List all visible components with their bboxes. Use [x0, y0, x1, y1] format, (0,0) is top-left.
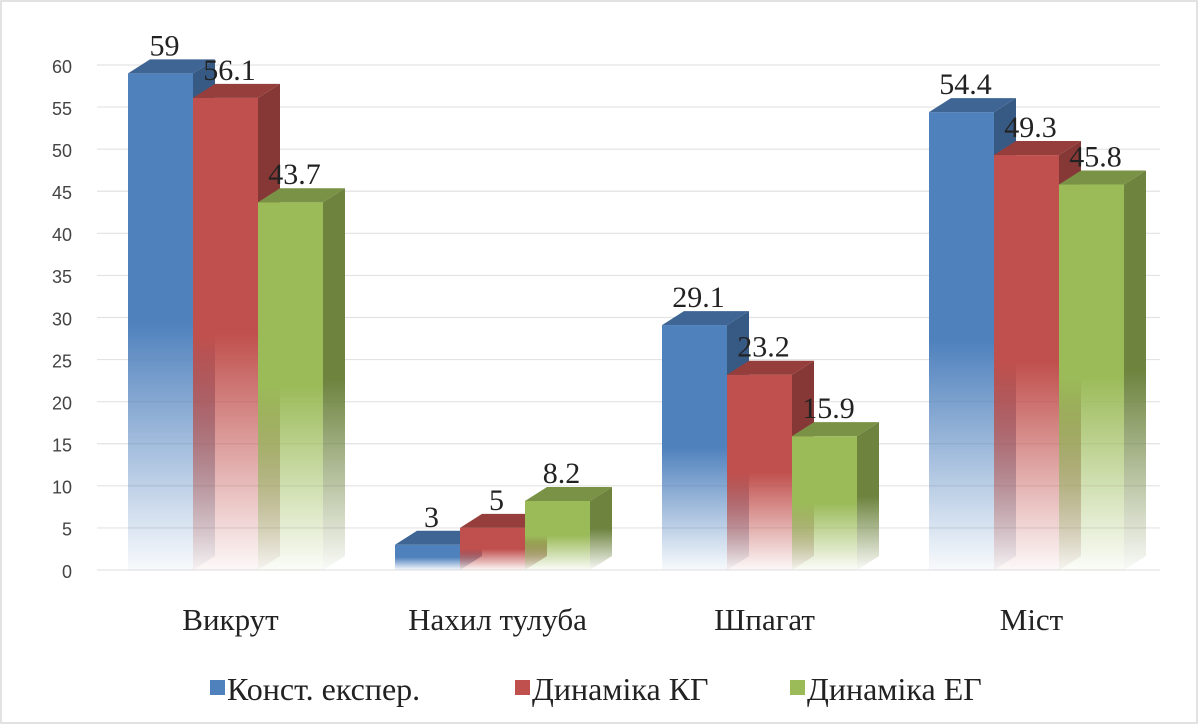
data-label: 49.3	[1004, 111, 1057, 144]
data-label: 29.1	[672, 281, 725, 314]
y-tick-label: 50	[52, 141, 72, 161]
legend-label: Динаміка КГ	[532, 671, 709, 707]
bar-top	[193, 83, 280, 98]
data-label: 8.2	[543, 457, 581, 490]
bar-top	[727, 360, 814, 375]
legend-swatch	[515, 680, 530, 695]
y-tick-label: 35	[52, 267, 72, 287]
y-tick-label: 55	[52, 99, 72, 119]
bar	[1059, 184, 1124, 570]
bar-top	[929, 98, 1016, 113]
bar	[994, 155, 1059, 570]
data-label: 59	[150, 29, 180, 62]
bar	[792, 436, 857, 570]
y-tick-label: 30	[52, 309, 72, 329]
bar	[727, 374, 792, 570]
data-label: 54.4	[939, 68, 992, 101]
y-tick-label: 15	[52, 436, 72, 456]
data-label: 56.1	[203, 54, 256, 87]
legend-label: Конст. експер.	[227, 671, 420, 707]
bar-side	[590, 486, 612, 570]
y-tick-label: 40	[52, 225, 72, 245]
data-label: 23.2	[737, 331, 790, 364]
bar	[929, 112, 994, 570]
y-tick-label: 20	[52, 393, 72, 413]
data-label: 15.9	[802, 392, 855, 425]
legend-swatch	[210, 680, 225, 695]
data-label: 5	[489, 484, 504, 517]
y-tick-label: 0	[62, 562, 72, 582]
bar	[460, 527, 525, 570]
bar-top	[994, 141, 1081, 156]
bar-side	[1124, 170, 1146, 570]
bar	[525, 500, 590, 570]
bar	[128, 73, 193, 571]
y-tick-label: 5	[62, 520, 72, 540]
x-tick-label: Викрут	[182, 602, 279, 637]
data-label: 3	[424, 501, 439, 534]
x-tick-label: Шпагат	[714, 602, 815, 637]
bar-side	[857, 422, 879, 570]
y-tick-label: 10	[52, 478, 72, 498]
bar-top	[525, 486, 612, 501]
bar	[662, 325, 727, 570]
data-label: 45.8	[1069, 141, 1122, 174]
data-label: 43.7	[268, 158, 321, 191]
bar	[258, 202, 323, 571]
bar	[395, 544, 460, 570]
legend-label: Динаміка ЕГ	[807, 671, 982, 707]
bar	[193, 97, 258, 570]
bar-top	[792, 422, 879, 437]
bar-top	[128, 59, 215, 74]
bar-top	[1059, 170, 1146, 185]
x-tick-label: Нахил тулуба	[408, 602, 587, 637]
bar-top	[258, 188, 345, 203]
bar-top	[662, 311, 749, 326]
bar-side	[323, 188, 345, 571]
x-tick-label: Міст	[1000, 602, 1064, 637]
y-tick-label: 25	[52, 351, 72, 371]
legend-swatch	[790, 680, 805, 695]
y-tick-label: 45	[52, 183, 72, 203]
y-tick-label: 60	[52, 57, 72, 77]
